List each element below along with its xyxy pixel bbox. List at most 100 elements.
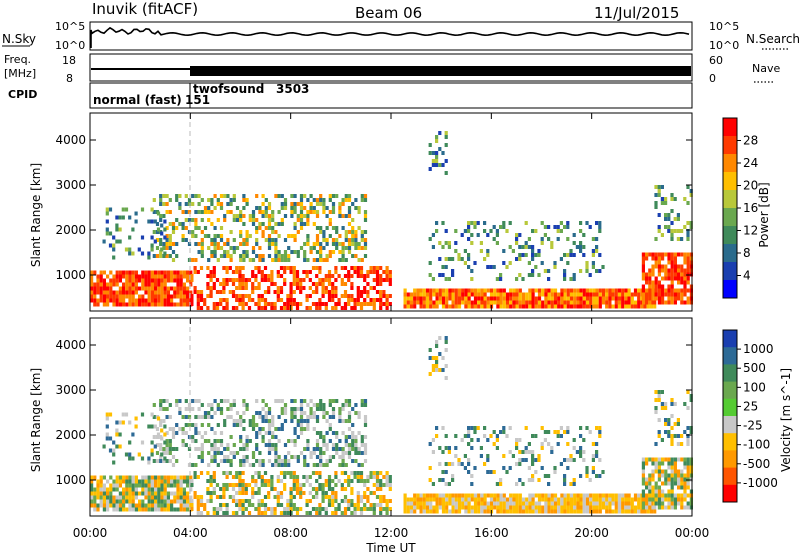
power-cell [213,242,217,246]
velocity-cell [457,458,461,462]
power-cell [354,206,358,210]
velocity-cell [315,455,320,459]
velocity-cell [595,493,599,498]
power-cell [223,194,227,198]
velocity-cell [209,483,213,487]
power-cell [689,260,693,265]
velocity-cell [347,435,352,439]
velocity-cell [99,503,103,508]
velocity-cell [235,511,239,515]
power-cell [96,286,100,291]
power-cell [343,306,348,310]
power-cell [295,286,300,290]
velocity-cell [159,443,163,447]
velocity-cell [319,455,323,459]
power-cell [168,210,172,214]
power-cell [467,221,471,225]
power-cell [480,304,484,309]
power-cell [193,270,197,274]
power-cell [245,198,249,202]
power-cell [641,284,645,289]
velocity-cell [241,499,245,503]
velocity-cell [270,487,274,491]
power-cell [327,278,332,282]
power-cell [686,233,690,237]
power-cell [328,234,332,238]
power-cell [670,197,674,201]
velocity-cell [591,458,595,462]
power-cell [90,270,94,275]
velocity-cell [341,459,345,463]
velocity-cell [641,481,645,486]
power-cell [657,300,661,305]
velocity-cell [667,501,671,506]
power-cell [661,292,665,297]
velocity-cell [315,471,319,475]
power-cell [173,278,177,283]
power-cell [406,296,410,301]
power-cell [363,274,367,278]
power-cell [621,304,625,309]
power-cell [267,202,272,206]
power-cell [309,246,313,250]
velocity-cell [171,431,176,435]
power-cell [425,304,430,309]
velocity-cell [360,443,364,447]
velocity-cell [122,507,126,512]
power-cell [667,268,671,273]
velocity-cell [134,479,138,484]
velocity-cell [670,489,674,494]
velocity-cell [595,426,599,430]
power-cell [311,266,316,270]
power-cell [210,202,214,206]
power-cell [445,296,449,301]
power-cell [283,250,288,254]
velocity-cell [238,503,242,507]
power-cell [557,304,561,309]
velocity-cell [660,402,664,406]
velocity-cell [187,403,192,407]
velocity-cell [531,501,535,506]
power-cell [544,292,548,297]
power-cell [531,292,535,297]
velocity-heatmap [90,336,693,515]
power-cell [595,292,599,297]
velocity-cell [179,495,183,500]
velocity-cell [428,442,432,446]
power-cell [441,151,445,155]
velocity-cell [245,455,249,459]
power-cell [263,290,268,294]
power-cell [277,194,281,198]
velocity-cell [448,493,452,498]
velocity-cell [359,495,364,499]
velocity-cell [216,403,220,407]
velocity-cell [382,507,386,511]
velocity-cell [277,399,281,403]
power-cell [263,278,268,282]
velocity-cell [238,475,242,479]
power-cell [641,288,645,293]
power-cell [292,266,296,270]
power-cell [160,302,164,307]
velocity-cell [125,507,129,512]
velocity-cell [499,430,503,434]
power-cell [654,288,658,293]
velocity-cell [338,463,342,467]
power-cell [138,302,142,307]
power-cell [598,304,602,309]
velocity-cell [144,483,148,488]
velocity-cell [293,411,297,415]
velocity-cell [518,497,522,502]
power-cell [521,277,525,281]
velocity-cell [431,482,435,486]
power-cell [388,294,392,298]
power-cell [134,298,138,303]
power-cell [637,300,641,305]
power-cell [186,274,190,279]
power-cell [403,304,407,309]
power-cell [186,278,190,283]
power-cell [166,290,170,295]
power-cell [515,237,519,241]
velocity-cell [563,458,567,462]
power-cell [528,304,532,309]
